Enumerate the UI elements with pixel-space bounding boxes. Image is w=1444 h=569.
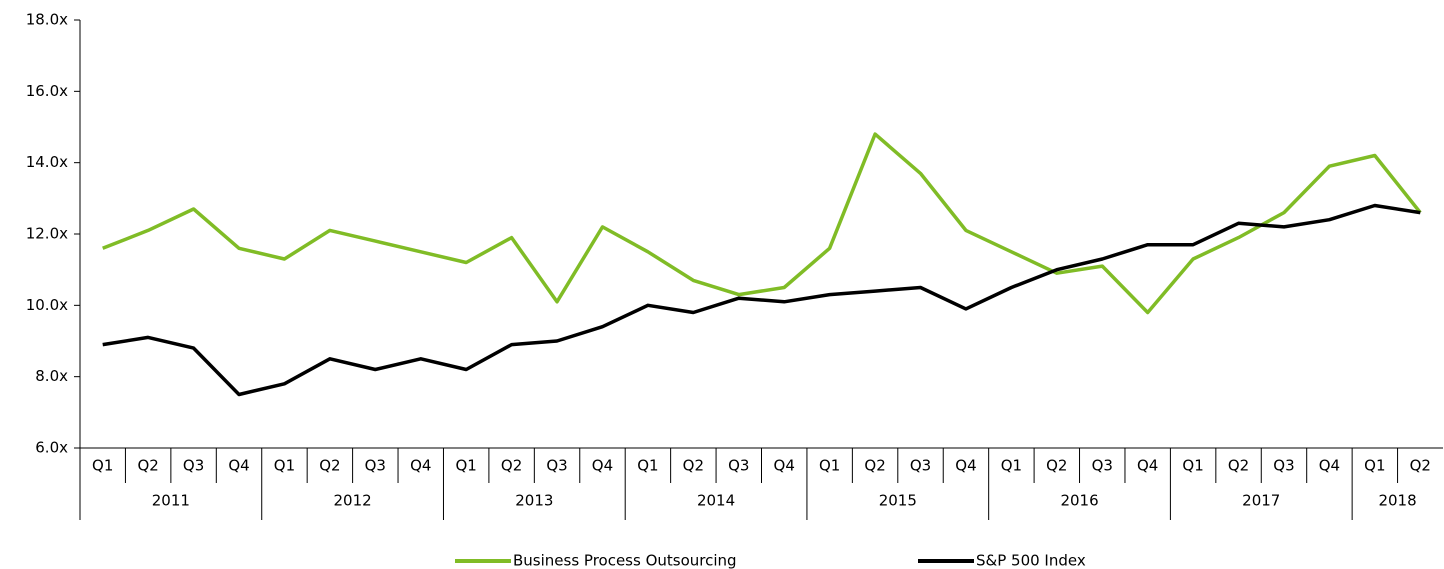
x-tick-label: Q4 — [410, 457, 431, 475]
x-group-label: 2018 — [1378, 492, 1416, 510]
x-group-label: 2012 — [334, 492, 372, 510]
x-tick-label: Q1 — [1001, 457, 1022, 475]
x-tick-label: Q3 — [1273, 457, 1294, 475]
x-tick-label: Q1 — [92, 457, 113, 475]
y-tick-label: 8.0x — [35, 367, 68, 385]
y-tick-label: 12.0x — [26, 225, 68, 243]
x-tick-label: Q3 — [910, 457, 931, 475]
x-tick-label: Q2 — [864, 457, 885, 475]
y-tick-label: 10.0x — [26, 296, 68, 314]
x-tick-label: Q3 — [546, 457, 567, 475]
line — [102, 132, 1422, 315]
x-tick-label: Q3 — [728, 457, 749, 475]
x-tick-label: Q4 — [774, 457, 795, 475]
x-tick-label: Q2 — [137, 457, 158, 475]
x-tick-label: Q2 — [1046, 457, 1067, 475]
x-group-label: 2015 — [879, 492, 917, 510]
x-tick-label: Q4 — [955, 457, 976, 475]
x-tick-label: Q1 — [1182, 457, 1203, 475]
x-tick-label: Q2 — [683, 457, 704, 475]
legend-label: S&P 500 Index — [976, 552, 1086, 569]
x-tick-label: Q4 — [228, 457, 249, 475]
x-tick-label: Q4 — [1319, 457, 1340, 475]
x-tick-label: Q4 — [1137, 457, 1158, 475]
x-tick-label: Q3 — [365, 457, 386, 475]
x-group-label: 2013 — [515, 492, 553, 510]
x-group-label: 2016 — [1060, 492, 1098, 510]
x-tick-label: Q1 — [1364, 457, 1385, 475]
x-tick-label: Q1 — [456, 457, 477, 475]
x-tick-label: Q2 — [319, 457, 340, 475]
x-tick-label: Q1 — [274, 457, 295, 475]
x-tick-label: Q1 — [637, 457, 658, 475]
x-tick-label: Q1 — [819, 457, 840, 475]
y-tick-label: 6.0x — [35, 439, 68, 457]
line — [102, 203, 1421, 397]
x-tick-label: Q3 — [1092, 457, 1113, 475]
x-group-label: 2014 — [697, 492, 735, 510]
y-tick-label: 14.0x — [26, 153, 68, 171]
legend-label: Business Process Outsourcing — [513, 552, 737, 569]
y-tick-label: 16.0x — [26, 82, 68, 100]
x-group-label: 2011 — [152, 492, 190, 510]
x-tick-label: Q2 — [1410, 457, 1431, 475]
y-tick-label: 18.0x — [26, 11, 68, 29]
x-tick-label: Q2 — [501, 457, 522, 475]
x-tick-label: Q3 — [183, 457, 204, 475]
x-tick-label: Q2 — [1228, 457, 1249, 475]
x-tick-label: Q4 — [592, 457, 613, 475]
x-group-label: 2017 — [1242, 492, 1280, 510]
